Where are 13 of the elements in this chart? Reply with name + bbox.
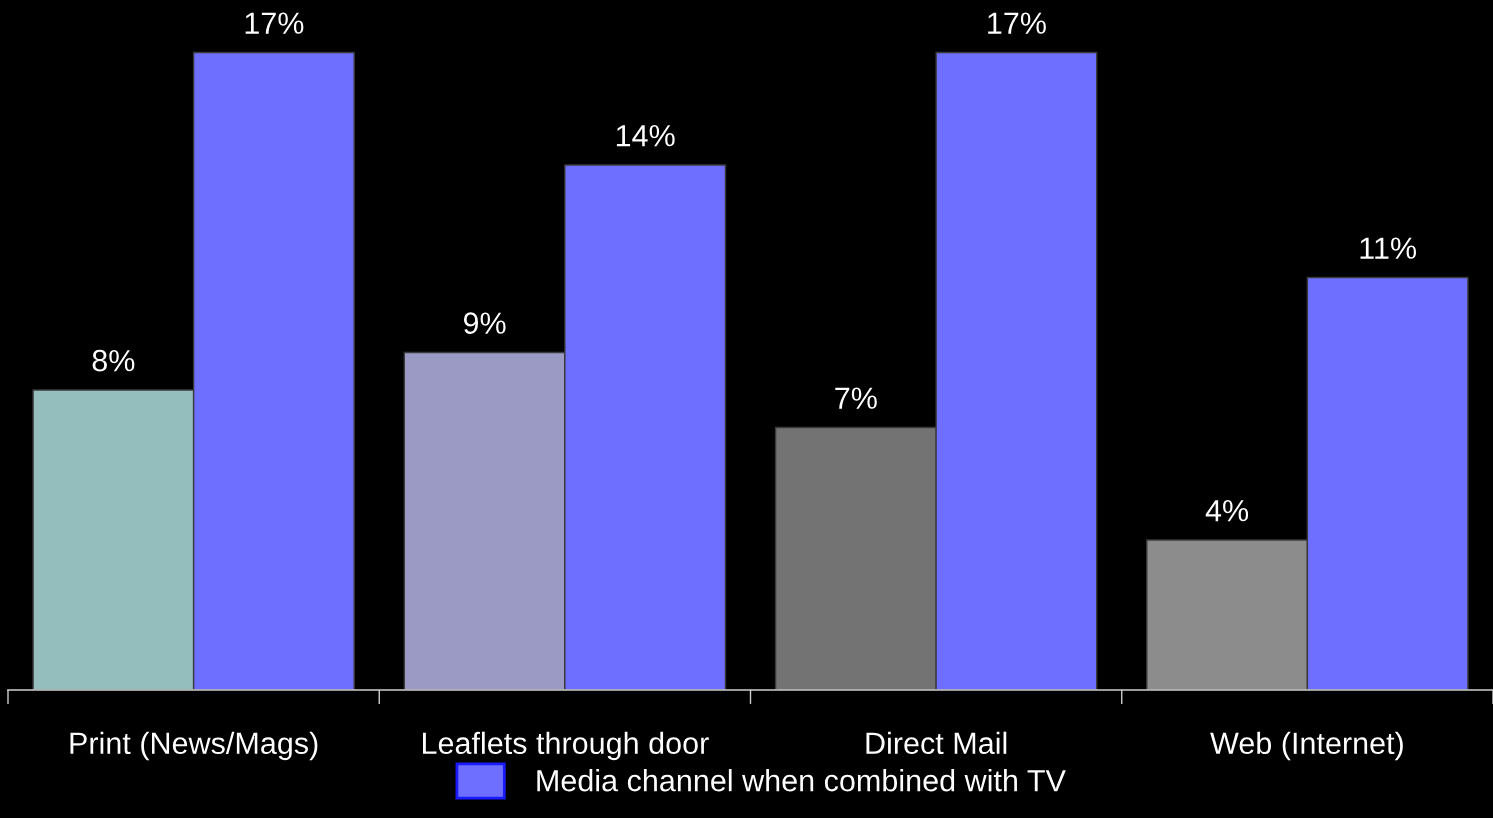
data-label: 14% bbox=[616, 124, 675, 147]
data-label: 4% bbox=[1205, 499, 1249, 522]
x-tick-label: Direct Mail bbox=[866, 731, 1007, 755]
x-tick-label: Leaflets through door bbox=[423, 731, 709, 761]
data-label: 7% bbox=[835, 387, 877, 409]
x-tick-label: Web (Internet) bbox=[1210, 731, 1403, 761]
data-label: 11% bbox=[1360, 237, 1417, 259]
x-tick-label: Print (News/Mags) bbox=[70, 731, 318, 761]
data-label: 17% bbox=[988, 12, 1046, 34]
data-label: 17% bbox=[245, 12, 304, 34]
data-label: 9% bbox=[463, 312, 506, 334]
data-label: 8% bbox=[92, 349, 135, 372]
legend-label: Media channel when combined with TV bbox=[537, 769, 1066, 792]
